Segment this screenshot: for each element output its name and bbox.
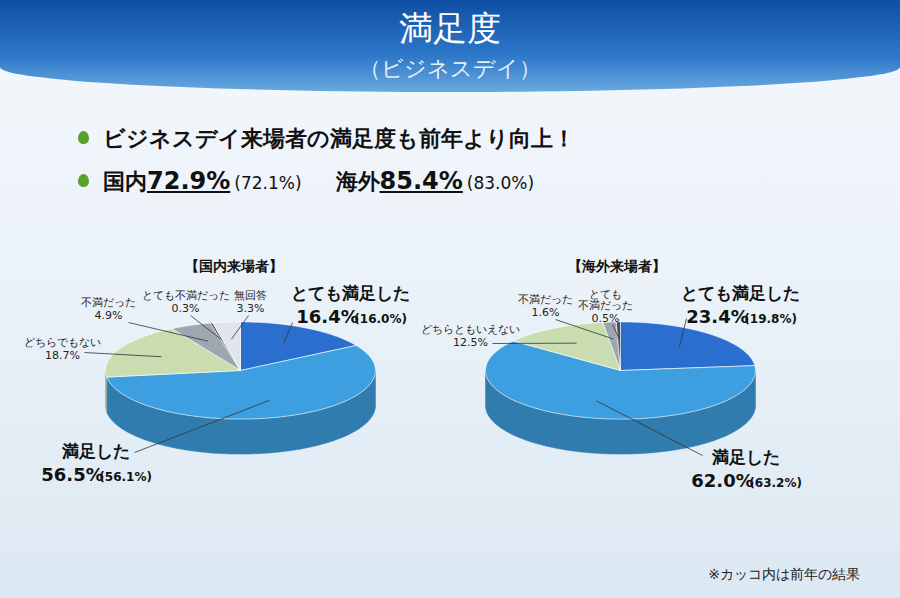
svg-text:満足した: 満足した (61, 441, 130, 461)
svg-text:とても不満だった: とても不満だった (578, 288, 633, 312)
svg-text:0.3%: 0.3% (172, 302, 200, 315)
html-text:※カッコ内は前年の結果: ※カッコ内は前年の結果 (708, 566, 860, 582)
svg-text:23.4%: 23.4% (686, 306, 748, 327)
html-text:国内72.9%(72.1%): 国内72.9%(72.1%) (103, 167, 302, 195)
svg-text:4.9%: 4.9% (95, 309, 123, 322)
svg-text:12.5%: 12.5% (453, 336, 488, 349)
svg-text:無回答: 無回答 (234, 289, 267, 302)
svg-text:62.0%: 62.0% (691, 470, 753, 491)
html-text:満足度: 満足度 (399, 8, 501, 48)
svg-text:不満だった: 不満だった (81, 296, 136, 309)
svg-text:満足した: 満足した (711, 447, 780, 467)
svg-text:(63.2%): (63.2%) (749, 476, 802, 490)
svg-text:(16.0%): (16.0%) (354, 312, 407, 326)
html-text:海外85.4%(83.0%): 海外85.4%(83.0%) (335, 167, 535, 195)
html-text:【国内来場者】: 【国内来場者】 (185, 258, 283, 274)
html-text:ビジネスデイ来場者の満足度も前年より向上！: ビジネスデイ来場者の満足度も前年より向上！ (103, 126, 575, 151)
svg-text:0.5%: 0.5% (592, 312, 620, 325)
svg-text:18.7%: 18.7% (45, 349, 80, 362)
svg-text:(56.1%): (56.1%) (99, 470, 152, 484)
svg-text:どちらともいえない: どちらともいえない (421, 323, 520, 336)
svg-text:3.3%: 3.3% (237, 302, 265, 315)
html-text:（ビジネスデイ）: （ビジネスデイ） (359, 56, 541, 81)
svg-text:とても満足した: とても満足した (681, 283, 800, 303)
svg-text:不満だった: 不満だった (518, 293, 573, 306)
svg-text:1.6%: 1.6% (532, 306, 560, 319)
svg-text:とても不満だった: とても不満だった (142, 289, 230, 302)
svg-text:56.5%: 56.5% (41, 464, 103, 485)
svg-text:どちらでもない: どちらでもない (24, 336, 101, 349)
html-text:【海外来場者】: 【海外来場者】 (568, 258, 666, 274)
svg-text:(19.8%): (19.8%) (744, 312, 797, 326)
svg-text:とても満足した: とても満足した (291, 283, 410, 303)
svg-text:16.4%: 16.4% (296, 306, 358, 327)
